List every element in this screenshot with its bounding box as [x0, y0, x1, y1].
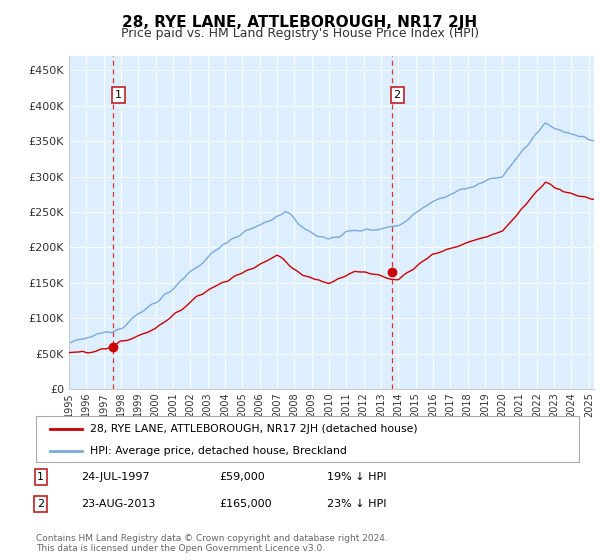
Text: 19% ↓ HPI: 19% ↓ HPI [327, 472, 386, 482]
Text: 28, RYE LANE, ATTLEBOROUGH, NR17 2JH (detached house): 28, RYE LANE, ATTLEBOROUGH, NR17 2JH (de… [91, 424, 418, 434]
Text: 1: 1 [37, 472, 44, 482]
Text: 1: 1 [115, 90, 122, 100]
Text: £165,000: £165,000 [219, 499, 272, 509]
Text: 24-JUL-1997: 24-JUL-1997 [81, 472, 149, 482]
Text: £59,000: £59,000 [219, 472, 265, 482]
Text: 23% ↓ HPI: 23% ↓ HPI [327, 499, 386, 509]
Text: This data is licensed under the Open Government Licence v3.0.: This data is licensed under the Open Gov… [36, 544, 325, 553]
Text: 23-AUG-2013: 23-AUG-2013 [81, 499, 155, 509]
Text: 2: 2 [394, 90, 401, 100]
Text: Contains HM Land Registry data © Crown copyright and database right 2024.: Contains HM Land Registry data © Crown c… [36, 534, 388, 543]
Text: 2: 2 [37, 499, 44, 509]
Text: 28, RYE LANE, ATTLEBOROUGH, NR17 2JH: 28, RYE LANE, ATTLEBOROUGH, NR17 2JH [122, 15, 478, 30]
Text: HPI: Average price, detached house, Breckland: HPI: Average price, detached house, Brec… [91, 446, 347, 455]
Text: Price paid vs. HM Land Registry's House Price Index (HPI): Price paid vs. HM Land Registry's House … [121, 27, 479, 40]
